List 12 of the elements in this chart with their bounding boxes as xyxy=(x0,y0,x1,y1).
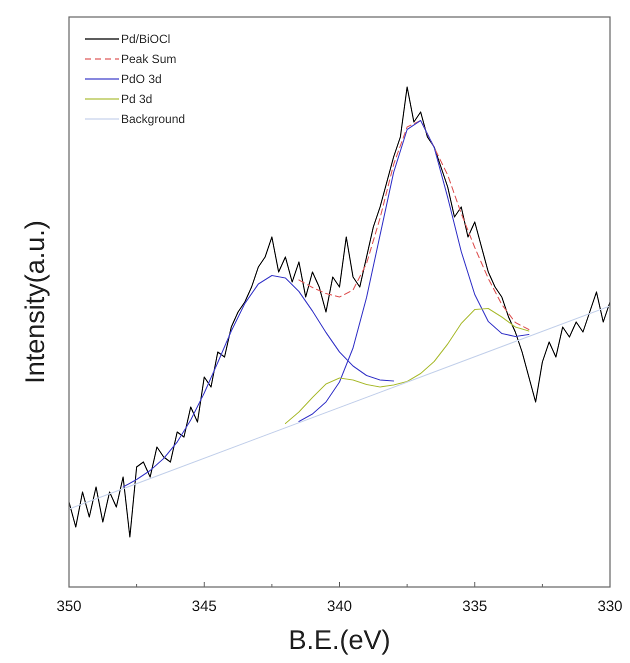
legend-label: Pd 3d xyxy=(121,92,152,106)
x-axis-title: B.E.(eV) xyxy=(288,625,391,655)
x-tick-label: 350 xyxy=(56,598,82,615)
legend-label: Peak Sum xyxy=(121,52,176,66)
x-tick-label: 330 xyxy=(597,598,623,615)
x-tick-label: 340 xyxy=(326,598,352,615)
y-axis-title: Intensity(a.u.) xyxy=(20,220,50,384)
x-tick-label: 345 xyxy=(192,598,217,615)
legend-label: Pd/BiOCl xyxy=(121,32,170,46)
legend-label: PdO 3d xyxy=(121,72,162,86)
legend-label: Background xyxy=(121,112,186,126)
x-tick-label: 335 xyxy=(462,598,488,615)
